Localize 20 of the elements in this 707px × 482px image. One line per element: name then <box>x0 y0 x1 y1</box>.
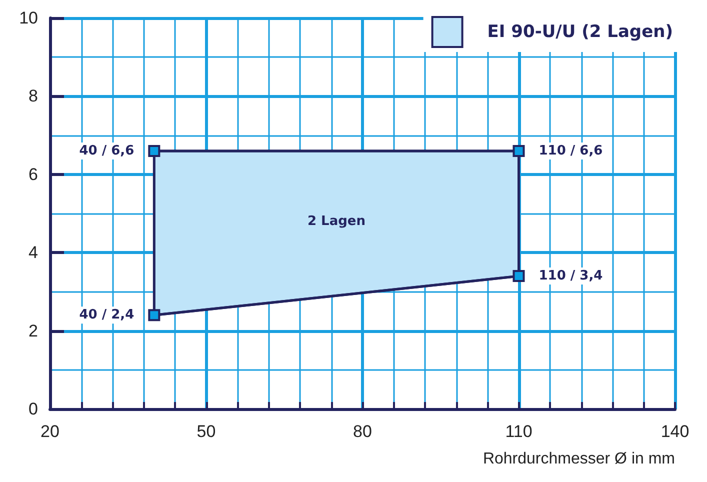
x-tick-label: 80 <box>353 422 372 441</box>
data-label: 110 / 6,6 <box>538 143 603 158</box>
x-tick-label: 140 <box>660 422 690 441</box>
x-tick-label: 20 <box>40 422 60 441</box>
y-tick-label: 4 <box>28 243 38 262</box>
x-tick-label: 50 <box>196 422 216 441</box>
point <box>512 270 525 282</box>
x-axis-title: Rohrdurchmesser Ø in mm <box>482 450 675 468</box>
y-tick-label: 8 <box>28 86 38 106</box>
y-tick-label: 0 <box>28 400 38 418</box>
x-tick-label: 110 <box>505 422 532 441</box>
y-tick-label: 2 <box>28 321 38 340</box>
point <box>148 309 160 322</box>
y-tick-label: 10 <box>19 8 38 28</box>
y-tick-label: 6 <box>28 164 38 184</box>
annotation: 2 Lagen <box>307 214 366 229</box>
data-label: 110 / 3,4 <box>538 268 603 284</box>
legend-label: EI 90-U/U (2 Lagen) <box>487 22 674 42</box>
data-label: 40 / 2,4 <box>79 308 134 323</box>
data-label: 40 / 6,6 <box>79 143 134 158</box>
